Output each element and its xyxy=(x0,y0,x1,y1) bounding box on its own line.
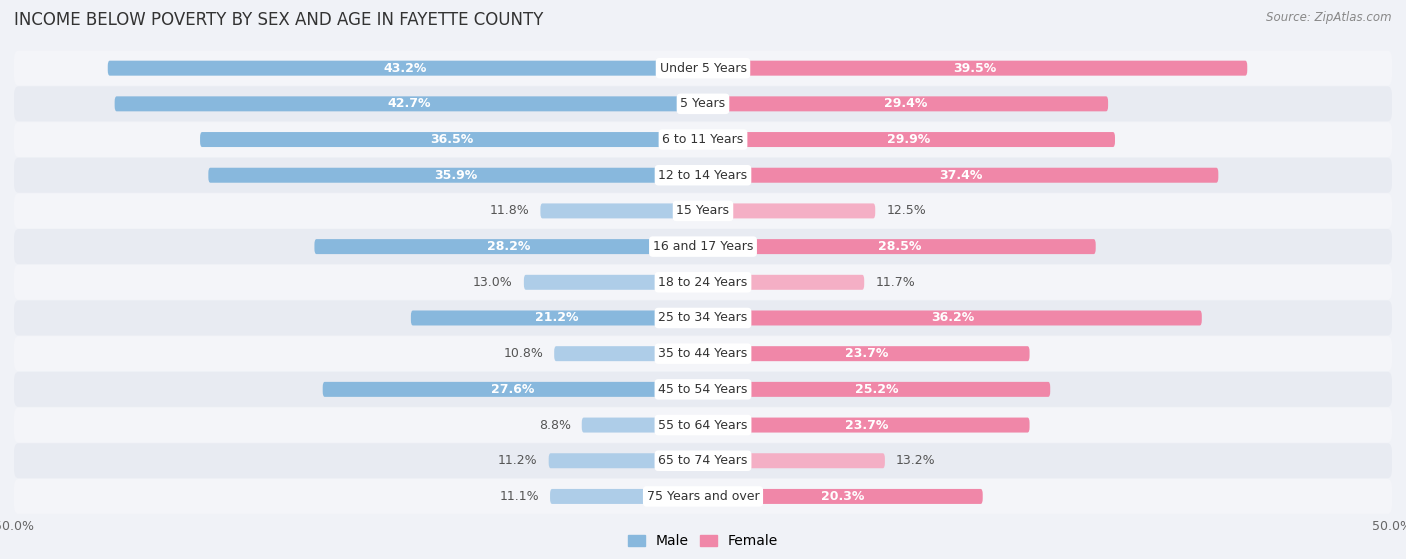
FancyBboxPatch shape xyxy=(582,418,703,433)
FancyBboxPatch shape xyxy=(703,239,1095,254)
FancyBboxPatch shape xyxy=(14,86,1392,121)
FancyBboxPatch shape xyxy=(14,229,1392,264)
FancyBboxPatch shape xyxy=(703,418,1029,433)
FancyBboxPatch shape xyxy=(200,132,703,147)
Text: 21.2%: 21.2% xyxy=(536,311,579,324)
FancyBboxPatch shape xyxy=(703,310,1202,325)
Text: 13.0%: 13.0% xyxy=(472,276,513,289)
Text: 39.5%: 39.5% xyxy=(953,61,997,75)
FancyBboxPatch shape xyxy=(14,479,1392,514)
Text: 36.5%: 36.5% xyxy=(430,133,474,146)
FancyBboxPatch shape xyxy=(703,96,1108,111)
FancyBboxPatch shape xyxy=(14,265,1392,300)
Text: 45 to 54 Years: 45 to 54 Years xyxy=(658,383,748,396)
Text: 25.2%: 25.2% xyxy=(855,383,898,396)
Text: 27.6%: 27.6% xyxy=(491,383,534,396)
Text: 37.4%: 37.4% xyxy=(939,169,983,182)
FancyBboxPatch shape xyxy=(703,489,983,504)
FancyBboxPatch shape xyxy=(108,61,703,75)
FancyBboxPatch shape xyxy=(14,122,1392,157)
FancyBboxPatch shape xyxy=(14,336,1392,371)
FancyBboxPatch shape xyxy=(703,275,865,290)
Text: Under 5 Years: Under 5 Years xyxy=(659,61,747,75)
FancyBboxPatch shape xyxy=(14,443,1392,479)
FancyBboxPatch shape xyxy=(703,168,1219,183)
FancyBboxPatch shape xyxy=(14,193,1392,229)
FancyBboxPatch shape xyxy=(323,382,703,397)
Text: 15 Years: 15 Years xyxy=(676,205,730,217)
FancyBboxPatch shape xyxy=(315,239,703,254)
Text: 25 to 34 Years: 25 to 34 Years xyxy=(658,311,748,324)
FancyBboxPatch shape xyxy=(703,132,1115,147)
Text: INCOME BELOW POVERTY BY SEX AND AGE IN FAYETTE COUNTY: INCOME BELOW POVERTY BY SEX AND AGE IN F… xyxy=(14,11,544,29)
Text: 12.5%: 12.5% xyxy=(886,205,927,217)
FancyBboxPatch shape xyxy=(548,453,703,468)
FancyBboxPatch shape xyxy=(524,275,703,290)
Text: 28.2%: 28.2% xyxy=(486,240,530,253)
Text: 20.3%: 20.3% xyxy=(821,490,865,503)
Text: 43.2%: 43.2% xyxy=(384,61,427,75)
Text: 23.7%: 23.7% xyxy=(845,419,889,432)
FancyBboxPatch shape xyxy=(14,408,1392,443)
Text: 28.5%: 28.5% xyxy=(877,240,921,253)
Text: 35 to 44 Years: 35 to 44 Years xyxy=(658,347,748,360)
FancyBboxPatch shape xyxy=(550,489,703,504)
Legend: Male, Female: Male, Female xyxy=(623,529,783,554)
Text: 23.7%: 23.7% xyxy=(845,347,889,360)
Text: 75 Years and over: 75 Years and over xyxy=(647,490,759,503)
Text: 13.2%: 13.2% xyxy=(896,454,935,467)
Text: 29.4%: 29.4% xyxy=(884,97,927,110)
Text: 18 to 24 Years: 18 to 24 Years xyxy=(658,276,748,289)
FancyBboxPatch shape xyxy=(14,372,1392,407)
Text: 11.8%: 11.8% xyxy=(489,205,530,217)
Text: 5 Years: 5 Years xyxy=(681,97,725,110)
FancyBboxPatch shape xyxy=(554,346,703,361)
Text: 11.1%: 11.1% xyxy=(499,490,538,503)
Text: 8.8%: 8.8% xyxy=(538,419,571,432)
Text: 16 and 17 Years: 16 and 17 Years xyxy=(652,240,754,253)
FancyBboxPatch shape xyxy=(703,453,884,468)
FancyBboxPatch shape xyxy=(540,203,703,219)
Text: 6 to 11 Years: 6 to 11 Years xyxy=(662,133,744,146)
FancyBboxPatch shape xyxy=(703,346,1029,361)
Text: 65 to 74 Years: 65 to 74 Years xyxy=(658,454,748,467)
FancyBboxPatch shape xyxy=(703,61,1247,75)
FancyBboxPatch shape xyxy=(115,96,703,111)
Text: 55 to 64 Years: 55 to 64 Years xyxy=(658,419,748,432)
FancyBboxPatch shape xyxy=(411,310,703,325)
FancyBboxPatch shape xyxy=(14,301,1392,335)
Text: Source: ZipAtlas.com: Source: ZipAtlas.com xyxy=(1267,11,1392,24)
FancyBboxPatch shape xyxy=(703,382,1050,397)
FancyBboxPatch shape xyxy=(703,203,875,219)
Text: 10.8%: 10.8% xyxy=(503,347,543,360)
Text: 12 to 14 Years: 12 to 14 Years xyxy=(658,169,748,182)
Text: 35.9%: 35.9% xyxy=(434,169,477,182)
FancyBboxPatch shape xyxy=(14,51,1392,86)
Text: 36.2%: 36.2% xyxy=(931,311,974,324)
Text: 11.2%: 11.2% xyxy=(498,454,537,467)
Text: 11.7%: 11.7% xyxy=(875,276,915,289)
Text: 42.7%: 42.7% xyxy=(387,97,430,110)
FancyBboxPatch shape xyxy=(208,168,703,183)
FancyBboxPatch shape xyxy=(14,158,1392,193)
Text: 29.9%: 29.9% xyxy=(887,133,931,146)
